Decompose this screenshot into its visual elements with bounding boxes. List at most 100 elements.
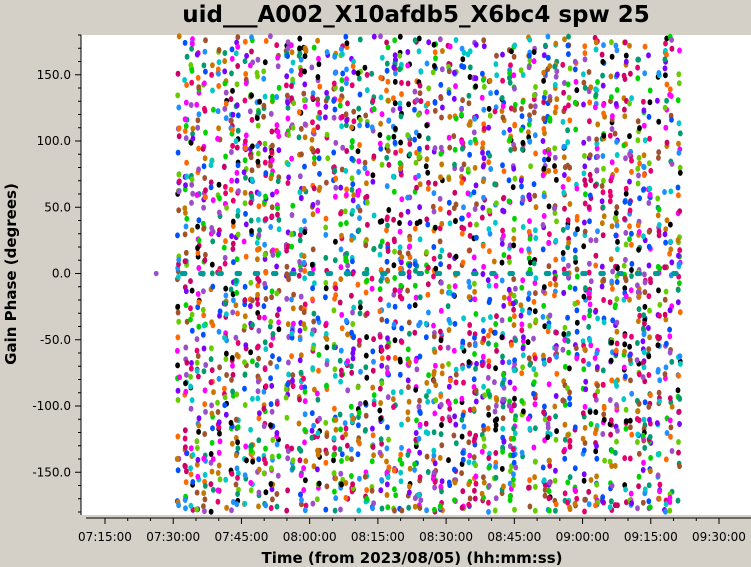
phase-point	[594, 481, 600, 488]
phase-point	[432, 460, 438, 467]
phase-point	[655, 97, 660, 104]
phase-point	[581, 366, 587, 373]
phase-point	[222, 334, 227, 341]
phase-point	[284, 414, 290, 421]
phase-point	[545, 328, 551, 335]
phase-point	[513, 285, 518, 292]
phase-point	[406, 101, 411, 108]
phase-point	[520, 146, 525, 153]
phase-point	[446, 283, 452, 290]
phase-point	[340, 113, 345, 120]
phase-point	[572, 58, 578, 65]
phase-point	[285, 321, 291, 328]
phase-point	[487, 152, 492, 159]
phase-point	[527, 235, 533, 242]
phase-point	[418, 497, 424, 504]
phase-point	[309, 330, 315, 337]
phase-point	[332, 69, 338, 76]
phase-point	[623, 373, 628, 380]
phase-point	[647, 307, 652, 314]
x-tick-label: 09:15:00	[624, 530, 678, 544]
phase-point	[261, 388, 267, 395]
phase-point	[189, 67, 195, 74]
phase-point	[512, 357, 517, 364]
phase-point	[614, 222, 620, 229]
phase-point	[312, 386, 317, 393]
phase-point	[274, 400, 280, 407]
phase-point	[343, 317, 349, 324]
phase-point	[254, 362, 260, 368]
phase-point	[176, 188, 182, 195]
phase-point	[406, 398, 412, 405]
phase-point	[364, 334, 369, 341]
phase-point	[480, 353, 486, 360]
phase-point	[507, 79, 513, 86]
phase-point	[399, 196, 405, 203]
phase-point	[547, 231, 552, 238]
phase-point	[412, 106, 417, 113]
phase-point	[196, 265, 202, 271]
phase-point	[640, 374, 646, 381]
phase-point	[580, 435, 586, 442]
phase-point	[520, 98, 526, 105]
phase-point	[561, 331, 567, 338]
phase-point	[371, 245, 377, 252]
phase-point	[546, 323, 552, 330]
phase-point	[286, 359, 291, 366]
phase-point	[561, 189, 567, 196]
phase-point	[640, 432, 646, 439]
phase-point	[276, 326, 282, 333]
phase-point	[582, 84, 588, 91]
phase-point	[492, 379, 497, 386]
phase-point	[519, 247, 524, 254]
phase-point	[184, 82, 190, 88]
phase-point	[269, 408, 275, 415]
phase-point	[646, 262, 652, 269]
phase-point	[438, 261, 443, 268]
phase-point	[217, 476, 223, 483]
phase-point	[256, 355, 261, 362]
phase-point	[500, 448, 505, 455]
phase-point	[301, 253, 307, 260]
phase-point	[634, 357, 640, 364]
phase-point	[600, 204, 606, 211]
phase-point	[635, 180, 641, 187]
phase-point	[500, 403, 506, 410]
phase-point	[210, 486, 216, 493]
phase-point	[384, 481, 390, 488]
phase-point	[519, 449, 525, 456]
phase-point	[453, 253, 459, 260]
phase-point	[286, 276, 291, 283]
phase-point	[263, 346, 269, 353]
phase-point	[333, 175, 339, 182]
phase-point	[210, 456, 216, 463]
phase-point	[460, 412, 466, 419]
phase-point	[546, 240, 551, 246]
phase-point	[269, 204, 275, 211]
phase-point	[492, 408, 498, 415]
phase-point	[262, 256, 268, 262]
phase-point	[384, 39, 389, 46]
phase-point	[405, 49, 411, 55]
phase-point	[392, 100, 398, 107]
phase-point	[519, 284, 525, 291]
phase-point	[546, 495, 552, 502]
phase-point	[636, 371, 642, 378]
phase-point	[378, 296, 383, 303]
phase-point	[351, 192, 357, 199]
phase-point	[519, 105, 524, 112]
phase-point	[201, 312, 207, 319]
phase-point	[593, 39, 599, 46]
phase-point	[487, 112, 493, 119]
phase-point	[262, 216, 268, 223]
phase-point	[446, 457, 451, 464]
phase-point	[677, 353, 683, 360]
phase-point	[274, 42, 280, 49]
phase-point	[540, 313, 546, 320]
phase-point	[526, 355, 532, 362]
phase-point	[256, 456, 262, 463]
phase-point	[339, 77, 345, 84]
phase-point	[229, 355, 235, 361]
phase-point	[609, 339, 614, 346]
phase-point	[188, 62, 194, 68]
